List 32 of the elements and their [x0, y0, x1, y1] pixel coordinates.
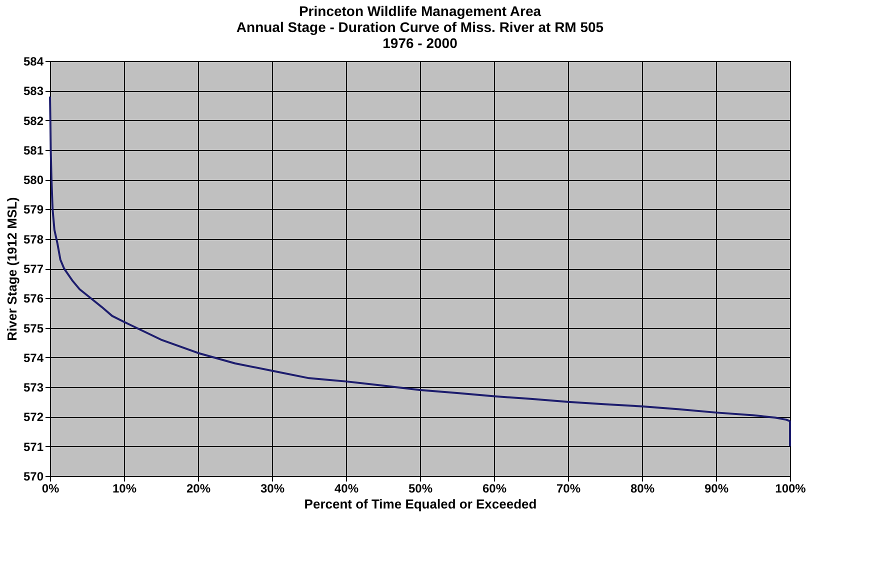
y-axis-title: River Stage (1912 MSL) — [4, 197, 20, 341]
y-tick-label: 574 — [23, 350, 44, 365]
y-tick-label: 580 — [23, 173, 44, 188]
x-tick-label: 90% — [704, 482, 729, 496]
x-tick-label: 40% — [334, 482, 359, 496]
y-tick-label: 570 — [23, 470, 44, 484]
x-tick-label: 30% — [260, 482, 285, 496]
y-tick-label: 582 — [23, 114, 44, 128]
x-tick-label: 70% — [556, 482, 581, 496]
y-tick-label: 583 — [23, 84, 44, 98]
text: Princeton Wildlife Management Area — [298, 3, 542, 19]
y-tick-label: 577 — [23, 262, 44, 276]
text: Annual Stage - Duration Curve of Miss. River at RM 505 — [236, 19, 604, 35]
y-tick-label: 575 — [23, 321, 44, 336]
x-tick-label: 100% — [775, 482, 806, 496]
x-tick-label: 20% — [186, 482, 211, 496]
y-tick-label: 579 — [23, 202, 44, 217]
y-tick-label: 578 — [23, 232, 44, 246]
x-tick-label: 10% — [112, 482, 137, 496]
y-tick-label: 584 — [23, 54, 44, 68]
x-tick-label: 60% — [482, 482, 507, 496]
x-tick-label: 50% — [408, 482, 433, 496]
y-tick-label: 573 — [23, 380, 44, 395]
x-tick-label: 0% — [42, 482, 60, 496]
y-tick-label: 571 — [23, 440, 44, 454]
y-tick-label: 581 — [23, 143, 44, 158]
y-tick-label: 572 — [23, 410, 44, 424]
y-tick-label: 576 — [23, 292, 44, 306]
x-axis-title: Percent of Time Equaled or Exceeded — [304, 496, 537, 512]
x-tick-label: 80% — [630, 482, 655, 496]
line-series — [49, 96, 791, 448]
text: 1976 - 2000 — [382, 35, 458, 51]
